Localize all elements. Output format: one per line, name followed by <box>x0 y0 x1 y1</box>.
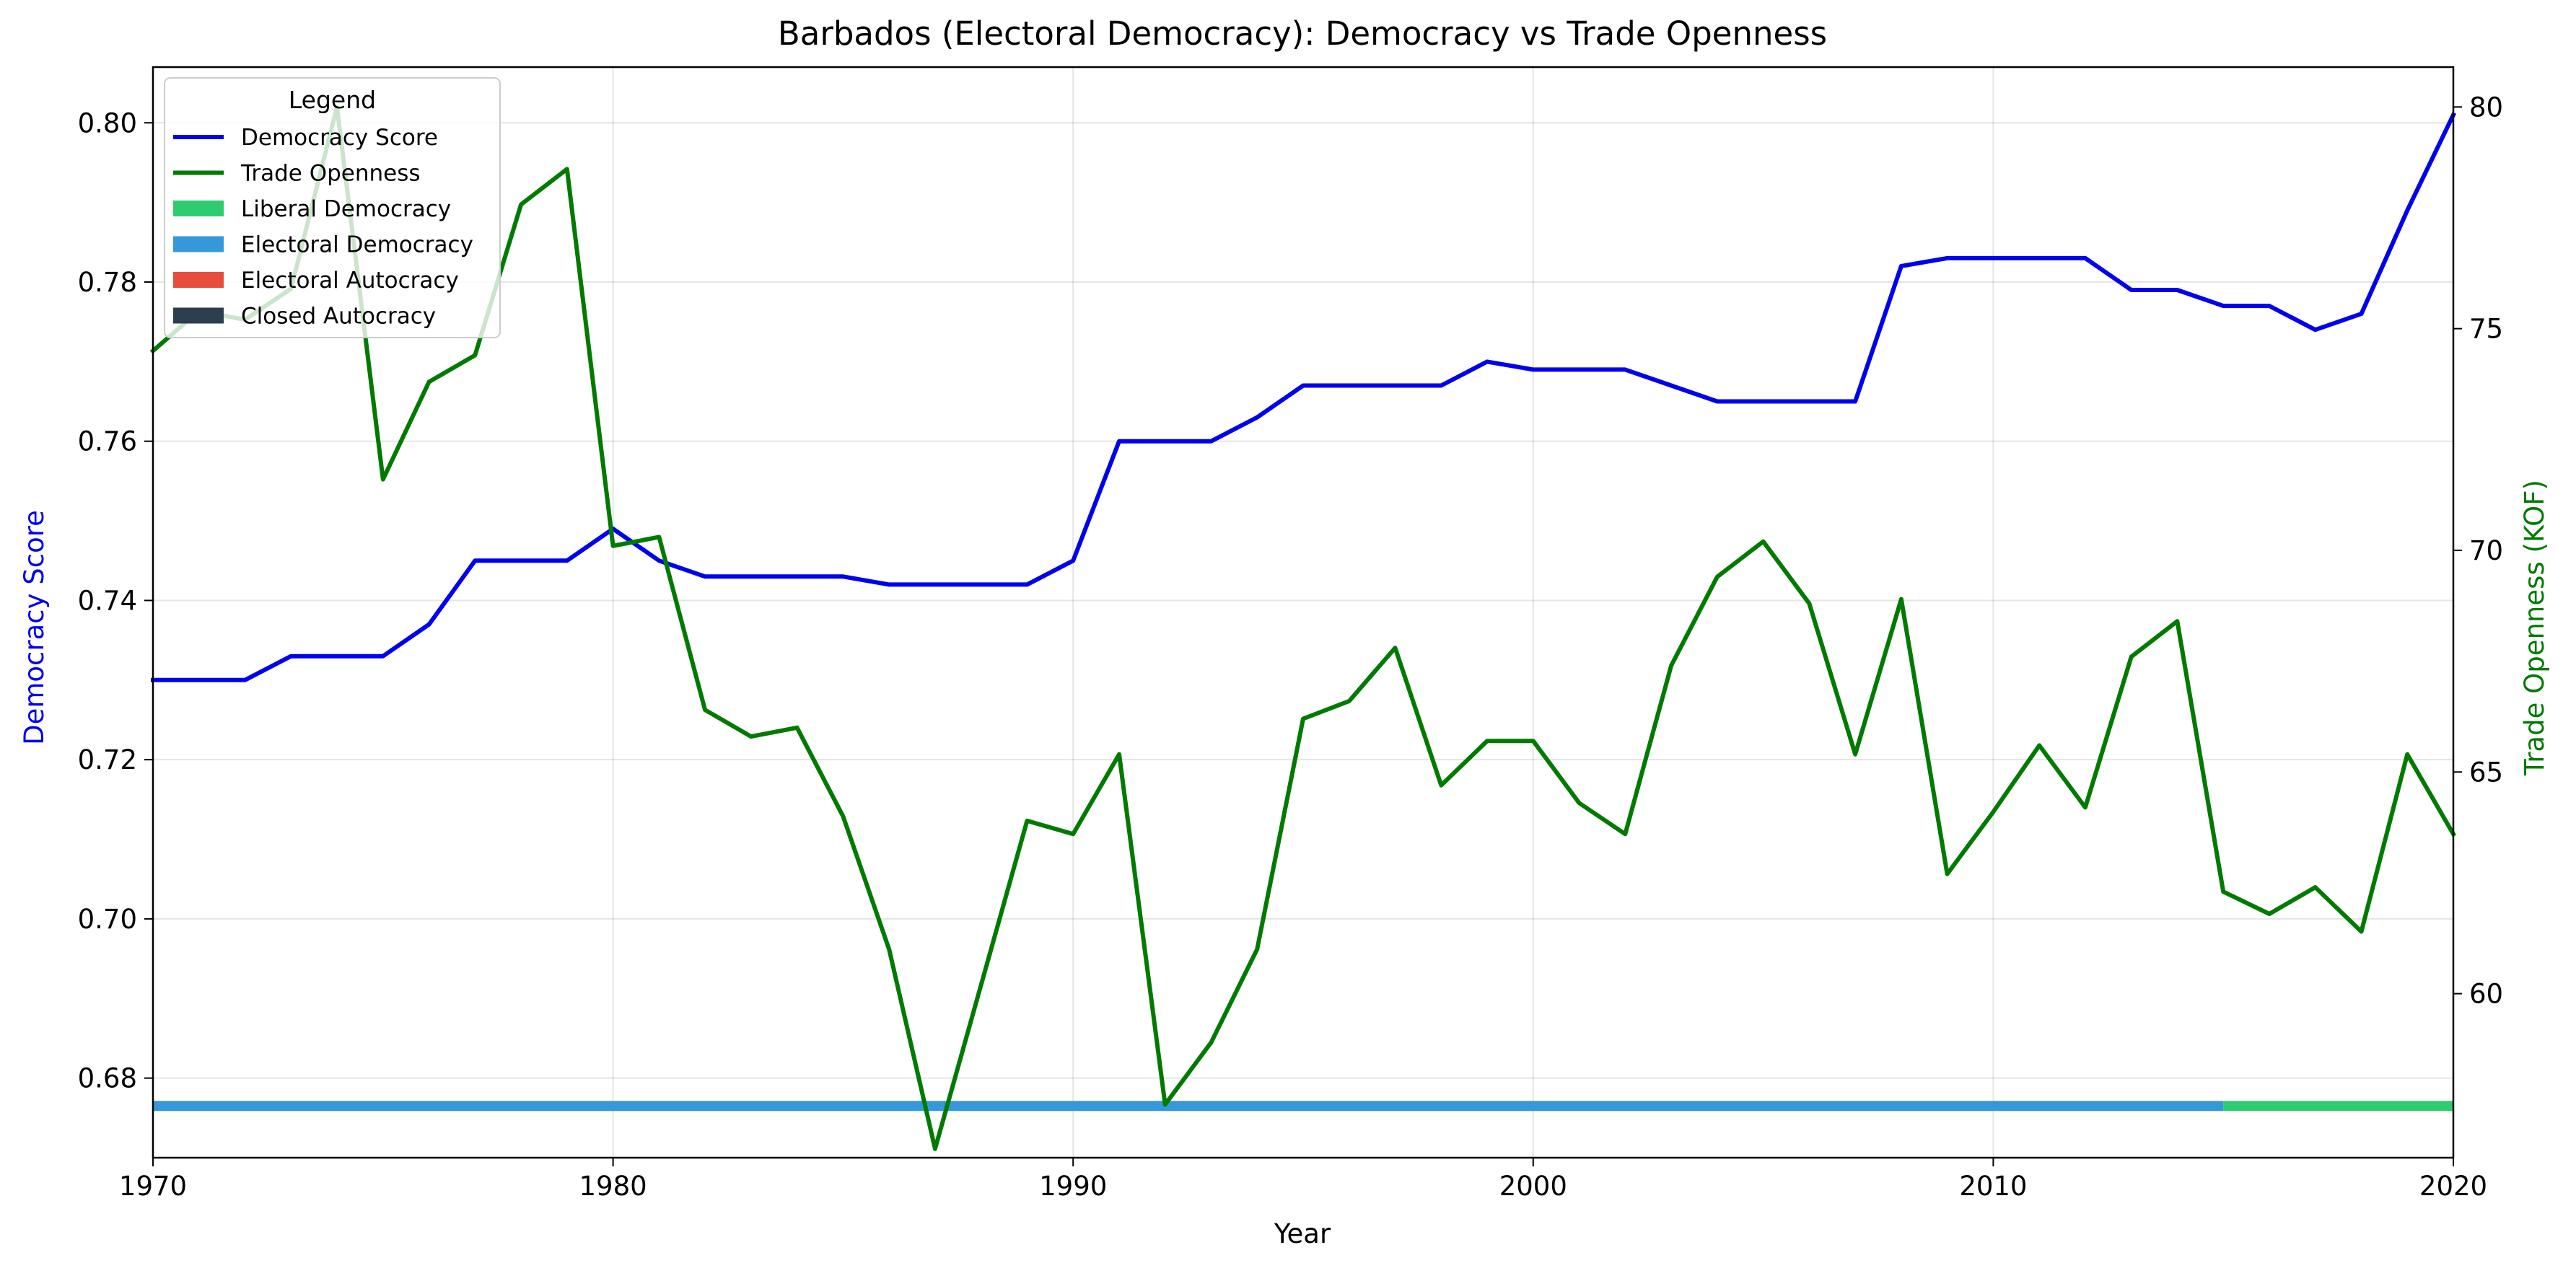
y-tick-label-left: 0.68 <box>78 1063 137 1094</box>
y-tick-label-left: 0.80 <box>78 107 137 138</box>
y-tick-label-right: 65 <box>2469 757 2503 788</box>
legend-swatch-electoral-autocracy <box>173 272 224 288</box>
legend-label-closed-autocracy: Closed Autocracy <box>241 304 436 330</box>
chart-title: Barbados (Electoral Democracy): Democrac… <box>778 14 1827 53</box>
y-tick-label-left: 0.74 <box>78 585 137 616</box>
legend-label-electoral-autocracy: Electoral Autocracy <box>241 268 459 294</box>
legend-swatch-closed-autocracy <box>173 307 224 324</box>
series-line-democracy-score <box>151 112 2457 682</box>
x-axis-label: Year <box>1274 1218 1331 1249</box>
y-tick-label-right: 75 <box>2469 314 2503 345</box>
y-tick-label-left: 0.78 <box>78 267 137 298</box>
y-tick-label-right: 80 <box>2469 92 2503 123</box>
plot-frame <box>152 66 2455 1159</box>
legend-label-democracy-score: Democracy Score <box>241 125 438 151</box>
y-tick-label-right: 60 <box>2469 979 2503 1010</box>
legend-title: Legend <box>289 86 376 114</box>
x-tick-label: 1990 <box>1039 1171 1107 1202</box>
y-tick-label-right: 70 <box>2469 535 2503 566</box>
regime-segment-electoral-democracy <box>153 1101 2224 1112</box>
regime-segment-liberal-democracy <box>2223 1101 2453 1112</box>
y-tick-label-left: 0.72 <box>78 744 137 775</box>
y-tick-label-left: 0.70 <box>78 904 137 935</box>
series-line-trade-openness <box>149 105 2457 1151</box>
legend: Legend Democracy Score Trade Openness Liber… <box>164 77 501 338</box>
y-tick-label-left: 0.76 <box>78 426 137 457</box>
x-tick-label: 1980 <box>579 1171 647 1202</box>
y-axis-label-left: Democracy Score <box>19 510 50 745</box>
legend-label-electoral-democracy: Electoral Democracy <box>241 232 473 258</box>
legend-swatch-liberal-democracy <box>173 201 224 216</box>
legend-box <box>164 77 501 338</box>
x-tick-label: 2000 <box>1499 1171 1567 1202</box>
x-tick-label: 1970 <box>119 1171 187 1202</box>
legend-label-trade-openness: Trade Openness <box>240 161 421 187</box>
y-axis-label-right: Trade Openness (KOF) <box>2519 480 2550 776</box>
legend-label-liberal-democracy: Liberal Democracy <box>241 196 451 222</box>
x-tick-label: 2020 <box>2419 1171 2487 1202</box>
legend-swatch-electoral-democracy <box>173 236 224 252</box>
x-tick-label: 2010 <box>1959 1171 2027 1202</box>
